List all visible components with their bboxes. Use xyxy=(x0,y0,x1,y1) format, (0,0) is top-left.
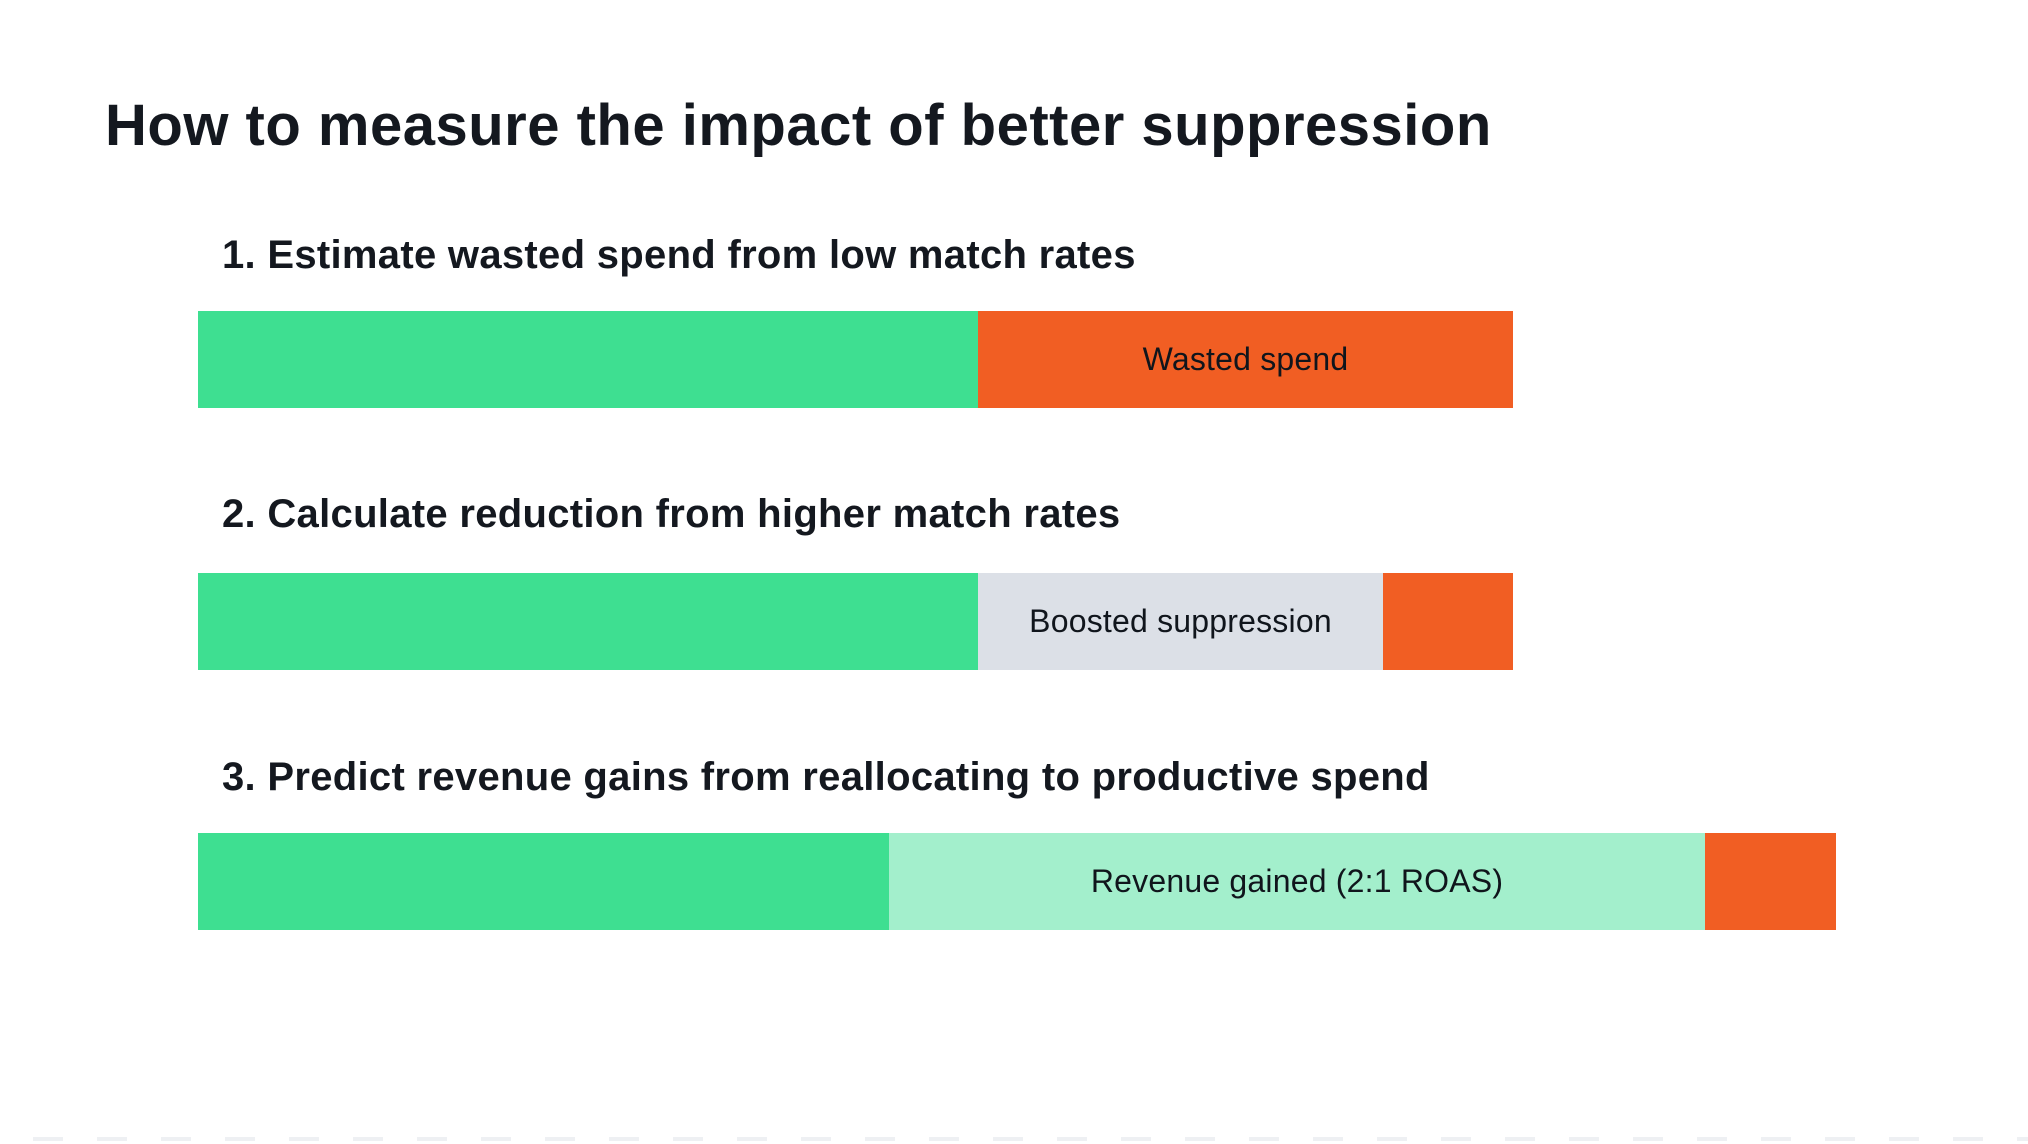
step-1-bar: Wasted spend xyxy=(198,311,1513,408)
step-1-heading: 1. Estimate wasted spend from low match … xyxy=(222,233,1136,277)
step-3-remaining-wasted-segment xyxy=(1705,833,1836,930)
step-3-heading: 3. Predict revenue gains from reallocati… xyxy=(222,755,1430,799)
step-2-heading: 2. Calculate reduction from higher match… xyxy=(222,492,1121,536)
step-3-revenue-gained-segment: Revenue gained (2:1 ROAS) xyxy=(889,833,1705,930)
revenue-gained-label: Revenue gained (2:1 ROAS) xyxy=(1090,863,1504,899)
step-2-bar: Boosted suppression xyxy=(198,573,1513,670)
step-2-remaining-wasted-segment xyxy=(1383,573,1513,670)
boosted-suppression-label: Boosted suppression xyxy=(1029,603,1332,639)
page-title: How to measure the impact of better supp… xyxy=(105,93,1492,158)
step-2-productive-spend-segment xyxy=(198,573,978,670)
step-3-productive-spend-segment xyxy=(198,833,889,930)
wasted-spend-label: Wasted spend xyxy=(1142,341,1349,377)
step-1-productive-spend-segment xyxy=(198,311,978,408)
step-3-bar: Revenue gained (2:1 ROAS) xyxy=(198,833,1836,930)
step-1-wasted-spend-segment: Wasted spend xyxy=(978,311,1513,408)
step-2-boosted-suppression-segment: Boosted suppression xyxy=(978,573,1383,670)
bottom-dashed-divider xyxy=(33,1137,2028,1141)
